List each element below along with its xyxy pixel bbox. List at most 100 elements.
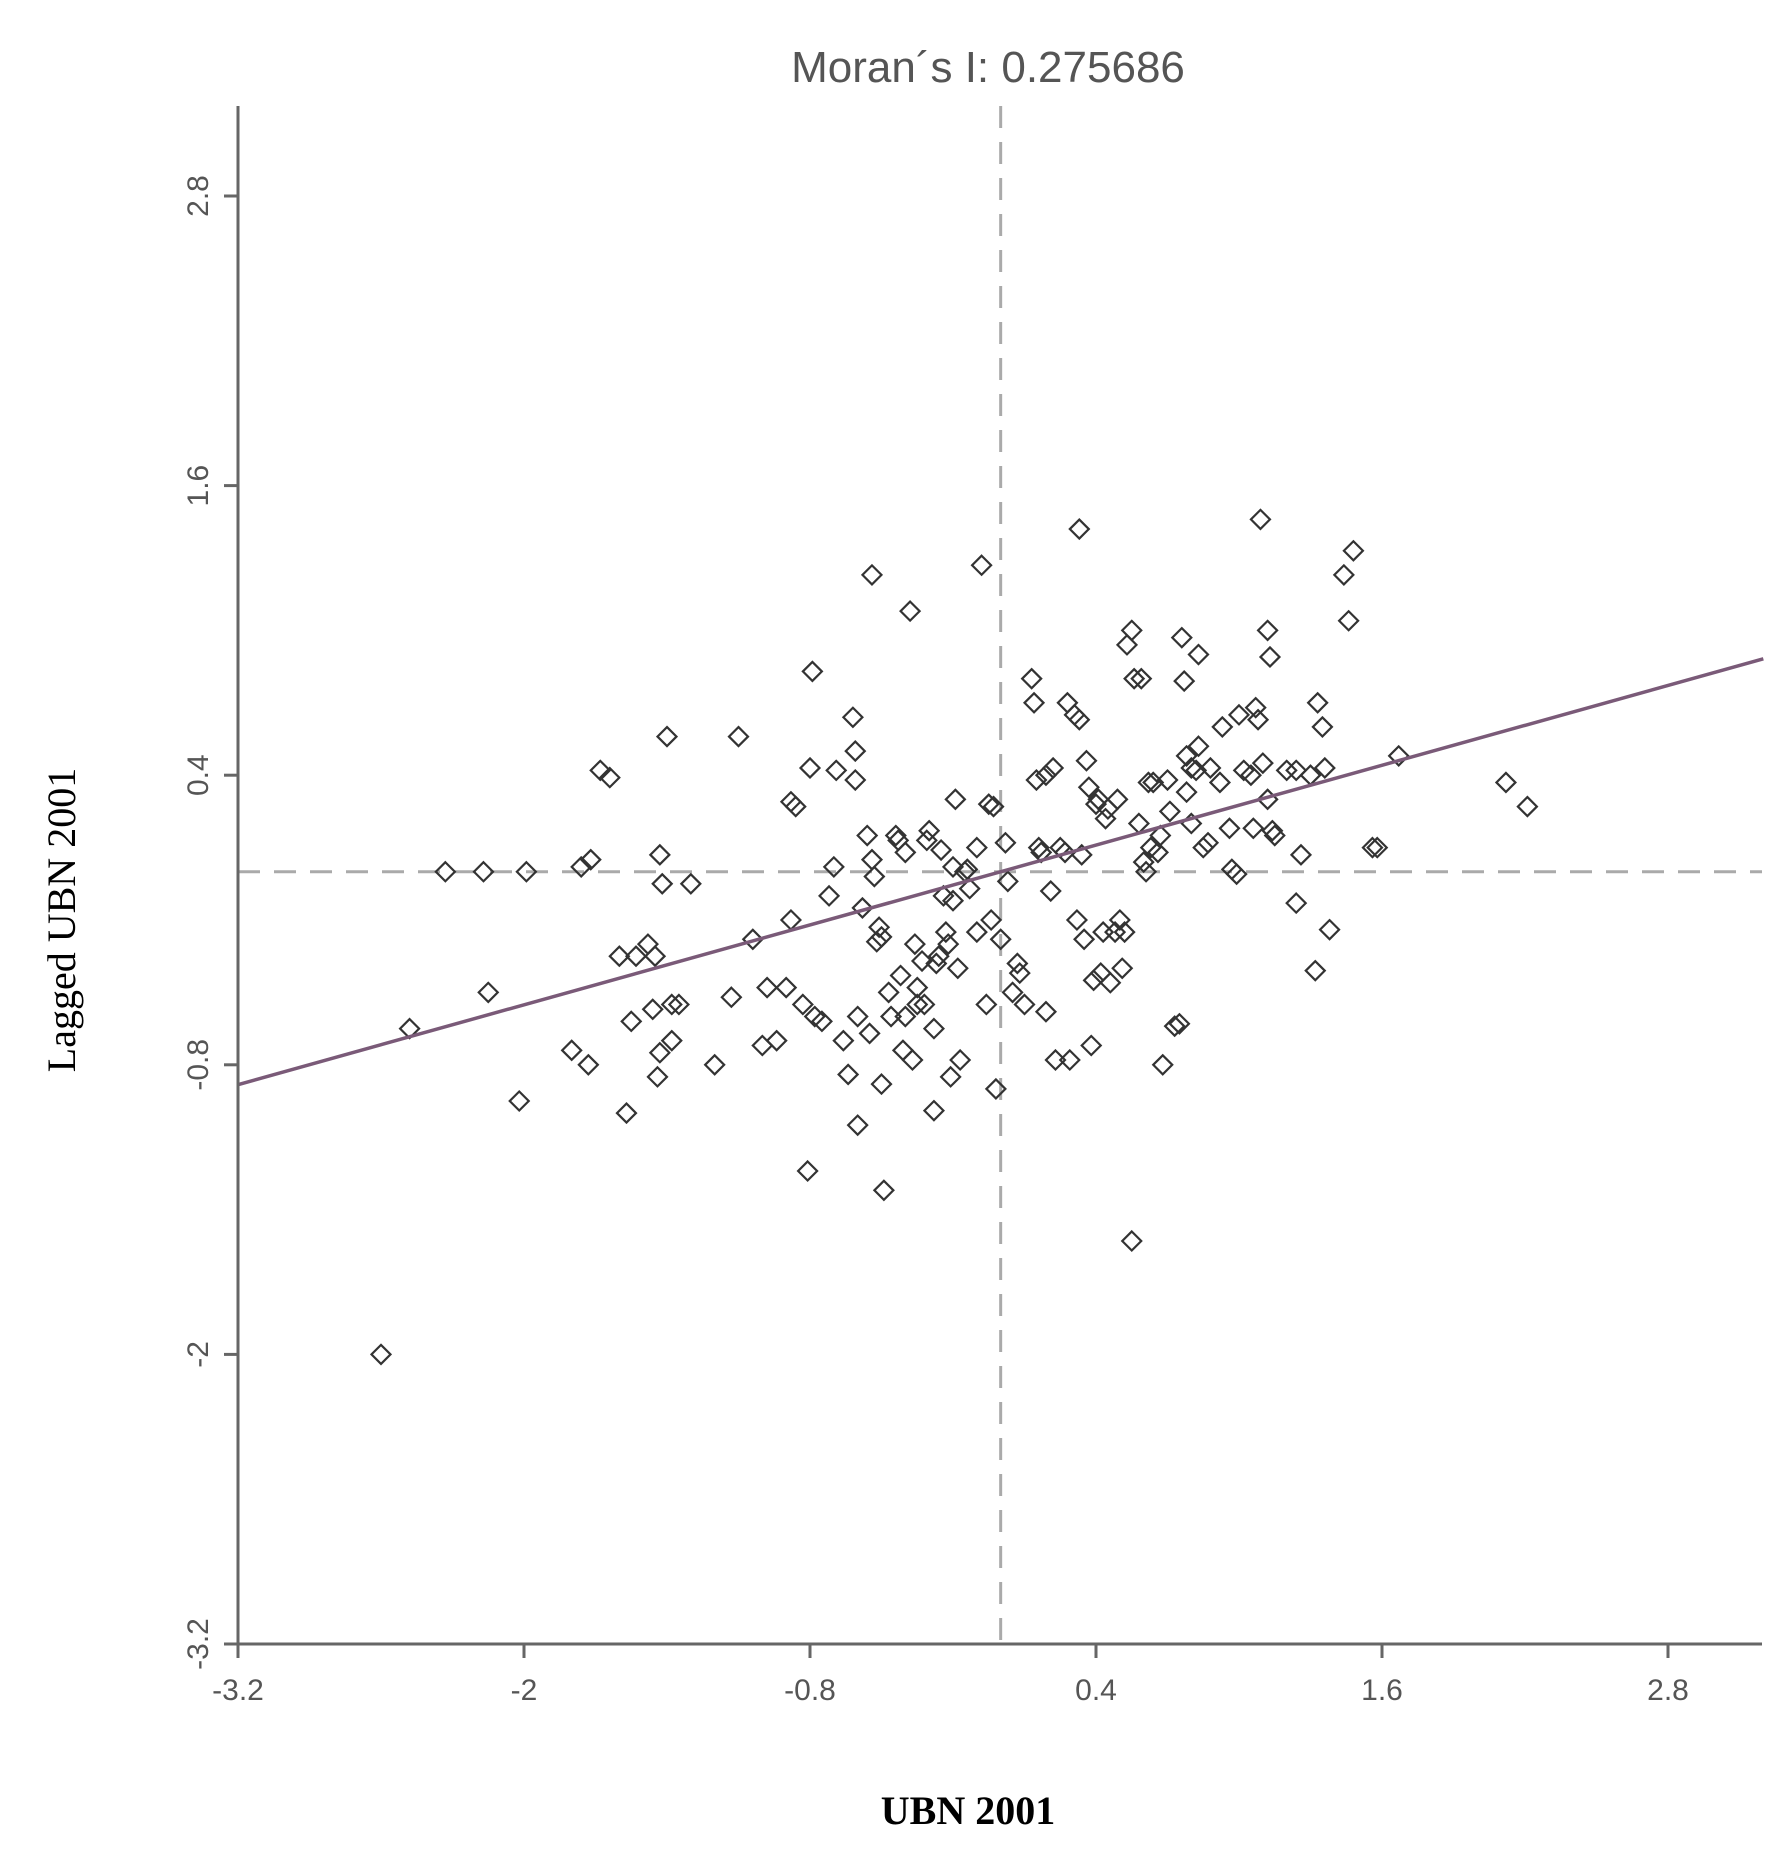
data-point	[472, 860, 495, 883]
data-point	[1311, 715, 1334, 738]
data-point	[1065, 908, 1088, 932]
data-point	[1075, 749, 1098, 772]
data-point	[934, 921, 957, 944]
data-point	[977, 793, 1000, 816]
data-point	[655, 725, 679, 748]
data-point	[784, 795, 807, 818]
data-point	[651, 872, 674, 895]
data-point	[932, 884, 955, 907]
data-point	[1013, 993, 1036, 1016]
data-point	[1034, 1000, 1058, 1023]
data-point	[756, 976, 779, 999]
data-point	[369, 1343, 393, 1366]
data-point	[989, 928, 1012, 951]
data-point	[1053, 841, 1077, 864]
data-point	[1187, 643, 1210, 666]
data-point	[1258, 645, 1282, 669]
data-point	[720, 986, 743, 1009]
data-point	[1168, 1012, 1191, 1035]
x-tick-label: 2.8	[1647, 1674, 1689, 1707]
data-point	[1080, 1034, 1103, 1057]
data-point	[927, 945, 950, 968]
data-point	[958, 877, 981, 900]
data-point	[648, 843, 671, 866]
data-point	[765, 1029, 788, 1052]
data-point	[980, 908, 1003, 932]
data-point	[791, 993, 814, 1016]
data-point	[832, 1029, 855, 1052]
data-point	[870, 925, 893, 948]
data-point	[837, 1063, 860, 1086]
data-point	[1020, 667, 1043, 690]
data-point	[941, 855, 965, 878]
data-point	[1108, 908, 1131, 932]
data-point	[1289, 843, 1313, 866]
data-point	[818, 884, 841, 907]
data-point	[1068, 517, 1091, 541]
data-point	[906, 993, 929, 1016]
data-point	[870, 1073, 893, 1096]
data-point	[1196, 831, 1220, 854]
data-point	[660, 993, 683, 1016]
data-point	[975, 993, 998, 1016]
reference-lines	[238, 106, 1762, 1644]
data-point	[868, 916, 891, 939]
data-point	[608, 945, 631, 968]
data-point	[1056, 691, 1079, 714]
data-point	[941, 889, 965, 912]
data-point	[1175, 744, 1198, 767]
data-point	[1082, 969, 1105, 992]
data-point	[846, 1005, 869, 1028]
data-point	[906, 976, 929, 999]
data-point	[1137, 771, 1160, 794]
data-point	[1022, 691, 1046, 714]
data-point	[1263, 824, 1286, 847]
x-tick-label: 1.6	[1361, 1674, 1403, 1707]
data-point	[1175, 781, 1198, 804]
data-point	[1285, 759, 1308, 782]
data-point	[1092, 921, 1115, 944]
data-point	[1227, 703, 1251, 726]
data-point	[560, 1039, 583, 1062]
chart-title: Moran´s I: 0.275686	[791, 43, 1185, 92]
data-point	[1044, 1048, 1067, 1072]
data-point	[644, 945, 667, 968]
data-point	[1151, 1053, 1174, 1076]
data-point	[477, 981, 500, 1004]
data-point	[1039, 879, 1062, 903]
data-point	[1120, 1229, 1143, 1253]
data-point	[1158, 800, 1181, 823]
x-tick-label: -2	[511, 1674, 538, 1707]
data-point	[1034, 764, 1058, 787]
data-point	[1208, 771, 1231, 794]
data-point	[1123, 667, 1146, 690]
y-tick-label: 1.6	[182, 465, 215, 507]
data-point	[1111, 957, 1134, 980]
data-points	[369, 508, 1539, 1366]
data-point	[1256, 619, 1279, 642]
data-point	[1130, 667, 1153, 690]
data-point	[922, 1099, 945, 1122]
data-point	[1211, 715, 1234, 738]
data-point	[1247, 708, 1270, 731]
data-point	[679, 872, 702, 895]
data-point	[901, 1048, 924, 1072]
data-point	[879, 1005, 903, 1028]
data-point	[1244, 696, 1267, 719]
data-point	[615, 1102, 638, 1125]
y-tick-label: 0.4	[182, 754, 215, 796]
data-point	[741, 928, 764, 951]
data-point	[1134, 860, 1158, 883]
data-point	[1261, 819, 1284, 842]
data-point	[1218, 817, 1241, 840]
data-point	[1516, 795, 1539, 818]
data-point	[1275, 759, 1298, 782]
data-point	[918, 819, 941, 842]
y-tick-label: -3.2	[182, 1618, 215, 1670]
data-point	[1192, 836, 1215, 859]
data-point	[1239, 764, 1262, 787]
data-point	[508, 1089, 531, 1113]
data-point	[872, 1179, 895, 1202]
data-point	[620, 1010, 643, 1033]
